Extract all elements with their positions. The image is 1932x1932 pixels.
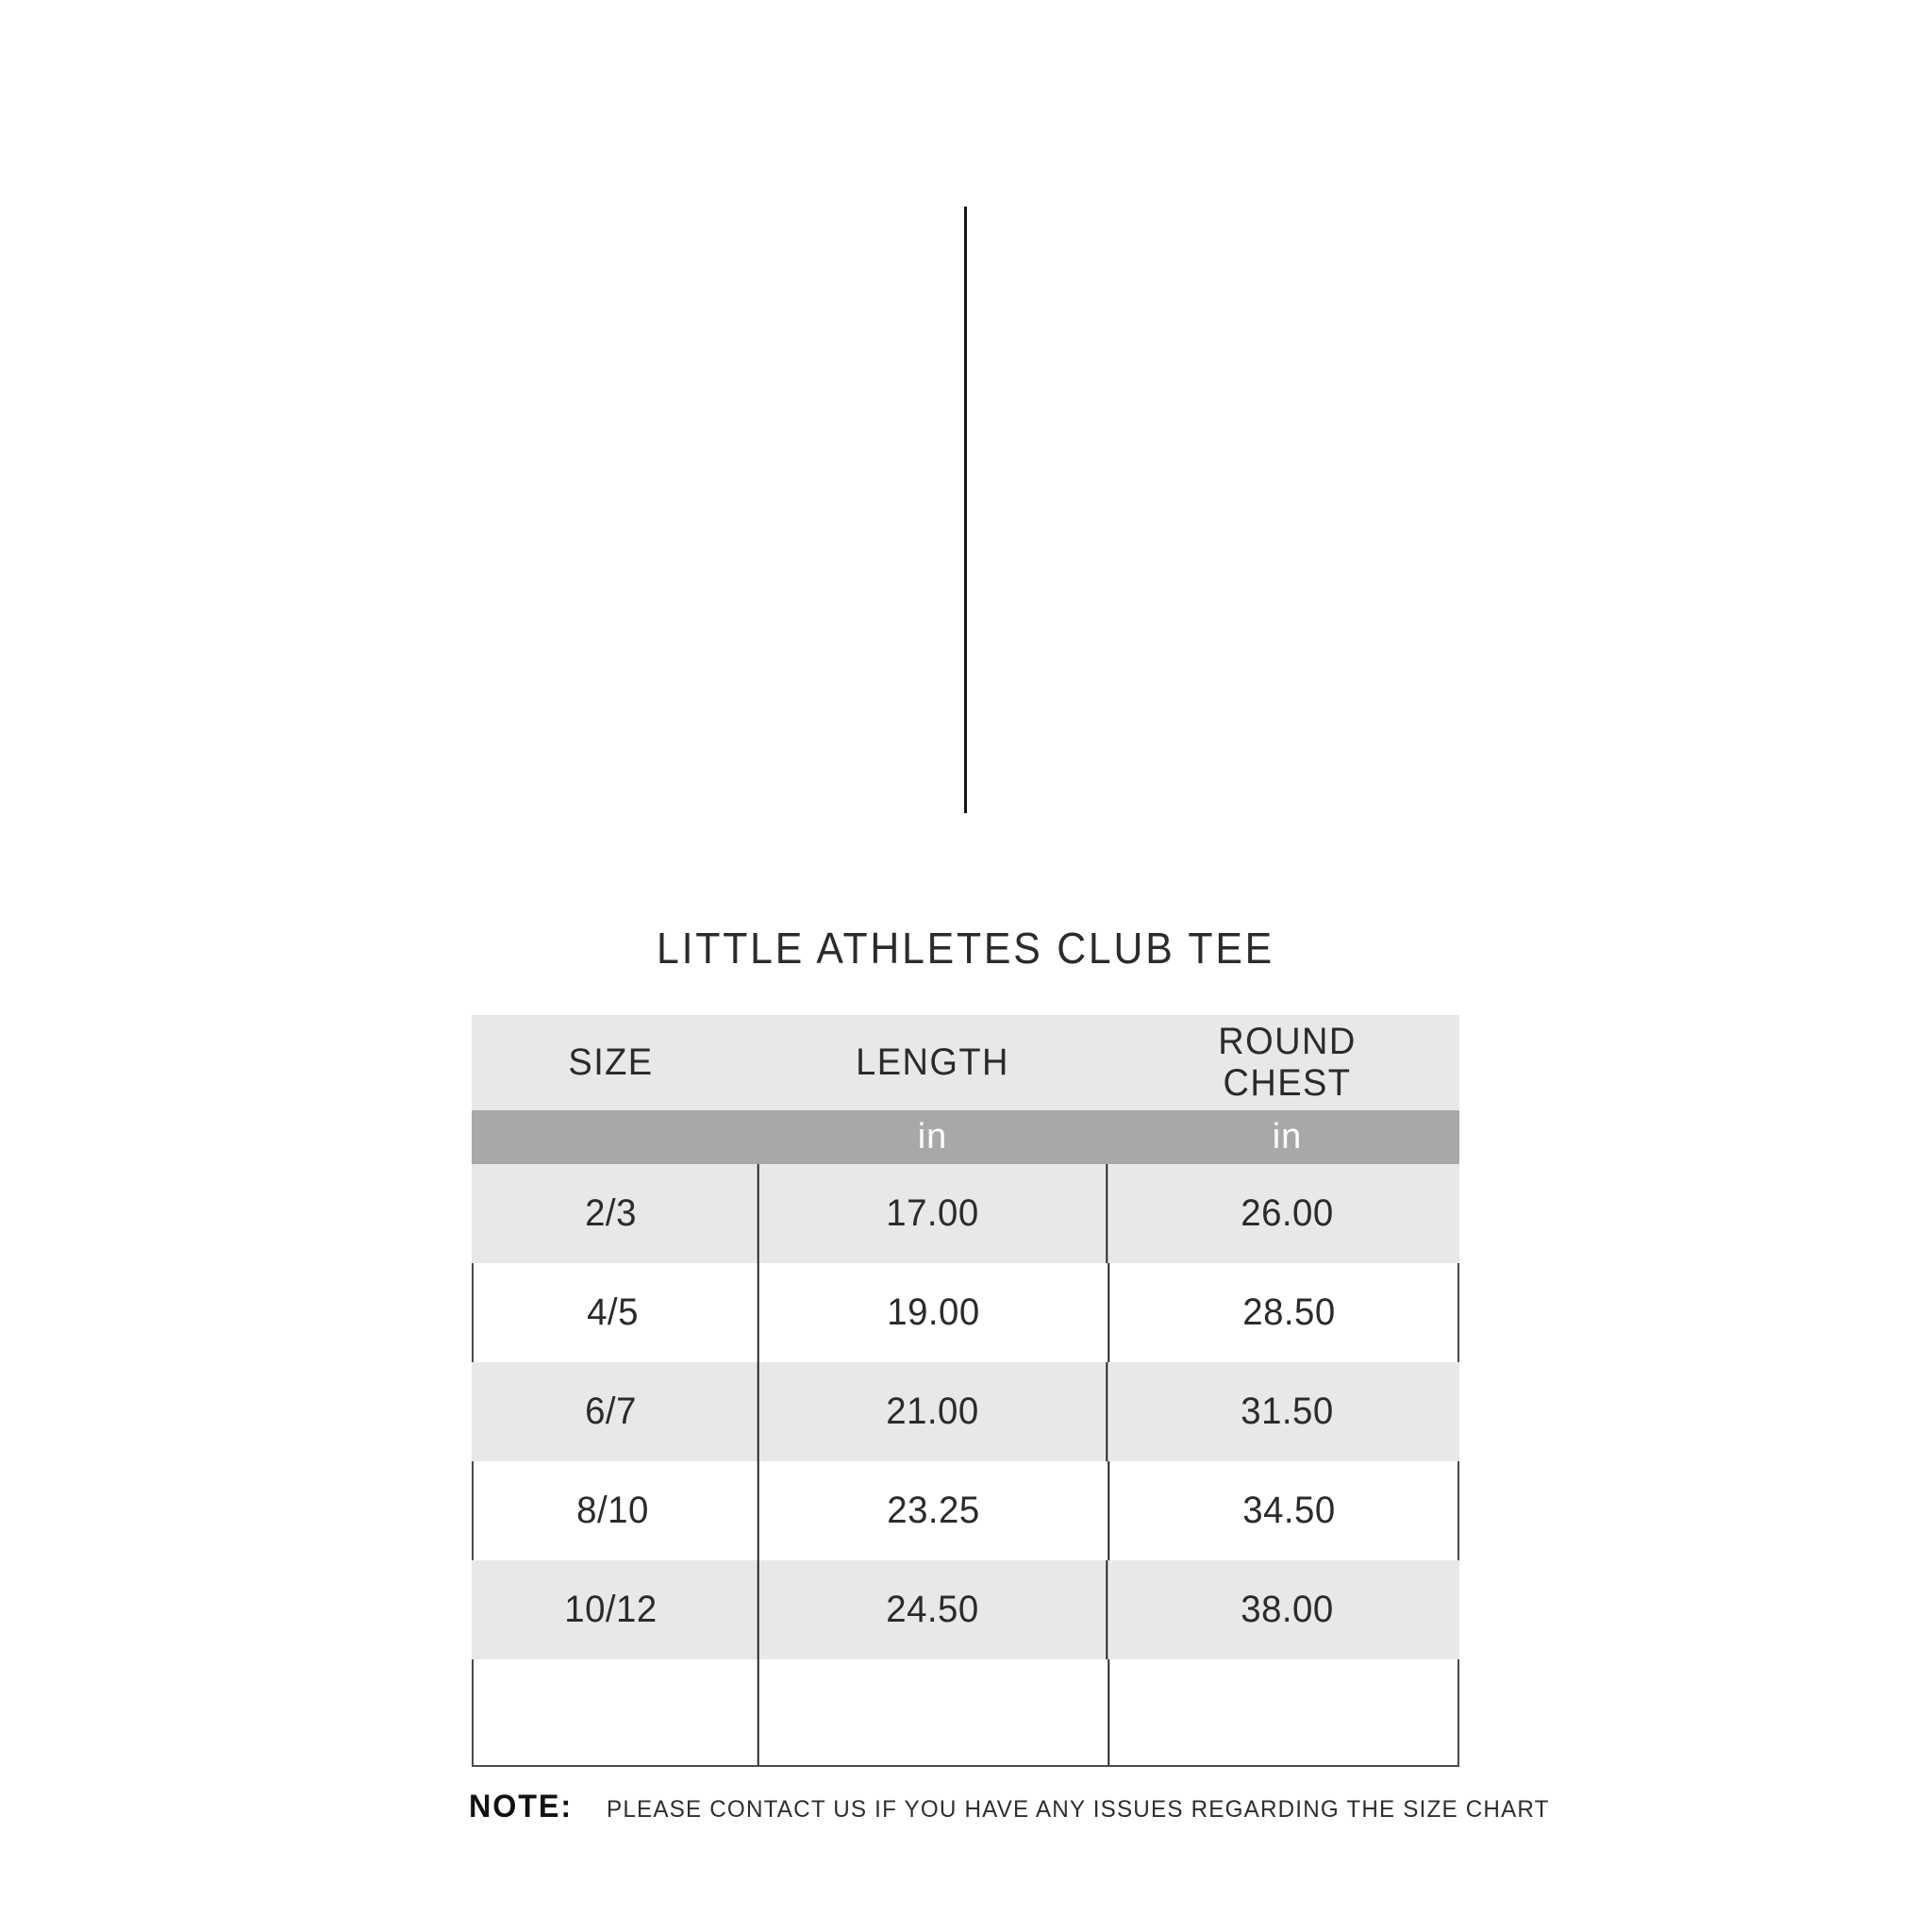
- table-row-empty: [472, 1659, 1459, 1765]
- note-label: NOTE:: [469, 1789, 573, 1824]
- table-header-row: SIZE LENGTH ROUND CHEST: [472, 1015, 1459, 1110]
- size-value: 2/3: [585, 1192, 637, 1234]
- round-chest-value: 26.00: [1241, 1192, 1334, 1234]
- chest-unit: in: [1272, 1117, 1303, 1157]
- round-chest-value: 31.50: [1241, 1391, 1334, 1432]
- table-body: 2/3 17.00 26.00 4/5 19.00 28.50 6/7 21.0…: [472, 1164, 1459, 1767]
- round-chest-value: 38.00: [1241, 1589, 1334, 1630]
- note-line: NOTE: PLEASE CONTACT US IF YOU HAVE ANY …: [469, 1789, 1548, 1825]
- column-header-round-chest: ROUND CHEST: [1218, 1021, 1357, 1104]
- length-value: 23.25: [757, 1461, 1110, 1560]
- table-row: 2/3 17.00 26.00: [472, 1164, 1459, 1263]
- length-value: 21.00: [757, 1362, 1108, 1461]
- length-value: 19.00: [757, 1263, 1110, 1362]
- round-chest-value: 34.50: [1242, 1490, 1336, 1531]
- length-value: 24.50: [757, 1560, 1108, 1659]
- column-header-length: LENGTH: [856, 1041, 1009, 1083]
- round-chest-value: 28.50: [1242, 1291, 1336, 1333]
- table-row: 10/12 24.50 38.00: [472, 1560, 1459, 1659]
- length-value-blank: [757, 1659, 1110, 1765]
- table-row: 6/7 21.00 31.50: [472, 1362, 1459, 1461]
- length-value: 17.00: [757, 1164, 1108, 1263]
- vertical-divider-line: [964, 207, 967, 813]
- unit-row: in in: [472, 1110, 1459, 1164]
- product-title: LITTLE ATHLETES CLUB TEE: [657, 924, 1274, 973]
- table-row: 4/5 19.00 28.50: [472, 1263, 1459, 1362]
- size-value: 8/10: [576, 1490, 649, 1531]
- note-text: PLEASE CONTACT US IF YOU HAVE ANY ISSUES…: [606, 1796, 1550, 1823]
- size-value: 4/5: [587, 1291, 639, 1333]
- table-row: 8/10 23.25 34.50: [472, 1461, 1459, 1560]
- size-value: 10/12: [564, 1589, 658, 1630]
- size-value: 6/7: [585, 1391, 637, 1432]
- size-chart-table: SIZE LENGTH ROUND CHEST in in 2/3 17.00 …: [472, 1015, 1459, 1767]
- length-unit: in: [917, 1117, 948, 1157]
- column-header-size: SIZE: [568, 1041, 654, 1083]
